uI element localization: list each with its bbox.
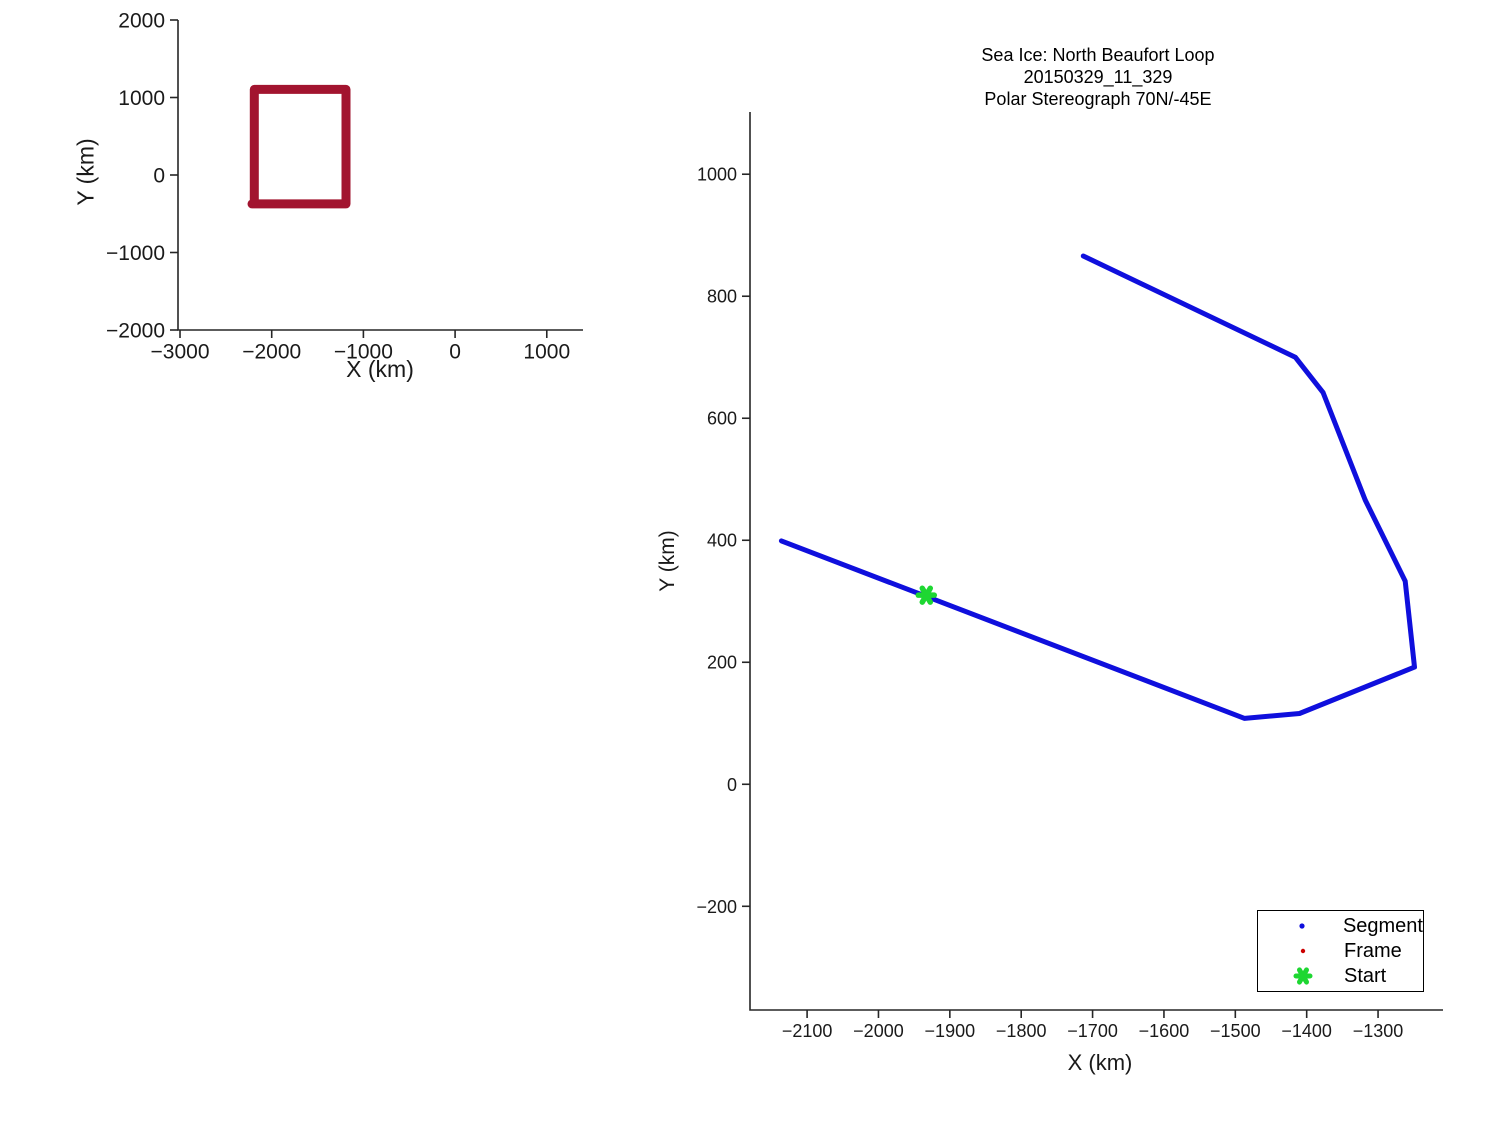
svg-text:−1900: −1900	[925, 1021, 976, 1041]
start-asterisk-icon	[1278, 964, 1328, 988]
svg-text:600: 600	[707, 409, 737, 429]
svg-text:−3000: −3000	[151, 340, 210, 363]
coverage-extent-box	[247, 84, 351, 209]
svg-text:−200: −200	[696, 897, 737, 917]
legend-box: Segment Frame Start	[1257, 910, 1424, 992]
legend-label-frame: Frame	[1344, 939, 1402, 962]
segment-track	[778, 253, 1417, 721]
svg-text:1000: 1000	[118, 87, 165, 110]
legend-label-start: Start	[1344, 964, 1387, 987]
start-marker	[915, 585, 938, 605]
legend-dot	[1300, 948, 1306, 954]
locator-y-axis-label: Y (km)	[72, 138, 99, 206]
svg-text:1000: 1000	[523, 340, 570, 363]
main-x-axis-label: X (km)	[1067, 1050, 1133, 1075]
svg-text:1000: 1000	[697, 165, 737, 185]
svg-text:2000: 2000	[118, 10, 165, 33]
main-plot-title: Sea Ice: North Beaufort Loop 20150329_11…	[743, 44, 1453, 110]
axis-spines	[749, 112, 1443, 1011]
frame-dot-icon	[1278, 939, 1328, 963]
svg-text:200: 200	[707, 653, 737, 673]
svg-text:−2100: −2100	[782, 1021, 833, 1041]
main-y-axis-label: Y (km)	[656, 530, 679, 592]
locator-x-axis-label: X (km)	[346, 356, 414, 382]
segment-dot-icon	[1278, 914, 1327, 938]
svg-text:400: 400	[707, 531, 737, 551]
legend-label-segment: Segment	[1342, 914, 1423, 937]
svg-text:−1800: −1800	[996, 1021, 1047, 1041]
svg-text:800: 800	[707, 287, 737, 307]
svg-text:−2000: −2000	[242, 340, 301, 363]
legend-row-start: Start	[1258, 964, 1423, 989]
asterisk-marker	[1293, 967, 1313, 985]
x-tick-group: −2100 −2000 −1900 −1800 −1700 −1600 −1500 −1400…	[782, 1010, 1404, 1041]
svg-text:−1300: −1300	[1353, 1021, 1404, 1041]
svg-text:−1700: −1700	[1067, 1021, 1118, 1041]
svg-text:−1600: −1600	[1139, 1021, 1190, 1041]
legend-row-segment: Segment	[1258, 914, 1423, 939]
title-line-3: Polar Stereograph 70N/-45E	[984, 89, 1212, 109]
svg-text:−1000: −1000	[334, 340, 393, 363]
legend-row-frame: Frame	[1258, 939, 1423, 964]
svg-text:−2000: −2000	[853, 1021, 904, 1041]
svg-text:0: 0	[449, 340, 461, 363]
svg-text:−1400: −1400	[1281, 1021, 1332, 1041]
svg-text:0: 0	[727, 775, 737, 795]
title-line-1: Sea Ice: North Beaufort Loop	[981, 45, 1215, 65]
svg-text:−1500: −1500	[1210, 1021, 1261, 1041]
y-tick-group: 1000 800 600 400 200 0 −200	[696, 165, 750, 917]
y-tick-group: 2000 1000 0 −1000 −2000	[106, 10, 178, 343]
svg-text:−2000: −2000	[106, 320, 165, 343]
legend-dot	[1299, 923, 1306, 929]
x-tick-group: −3000 −2000 −1000 0 1000	[151, 330, 570, 363]
svg-text:0: 0	[153, 165, 165, 188]
svg-text:−1000: −1000	[106, 242, 165, 265]
title-line-2: 20150329_11_329	[1023, 67, 1173, 87]
